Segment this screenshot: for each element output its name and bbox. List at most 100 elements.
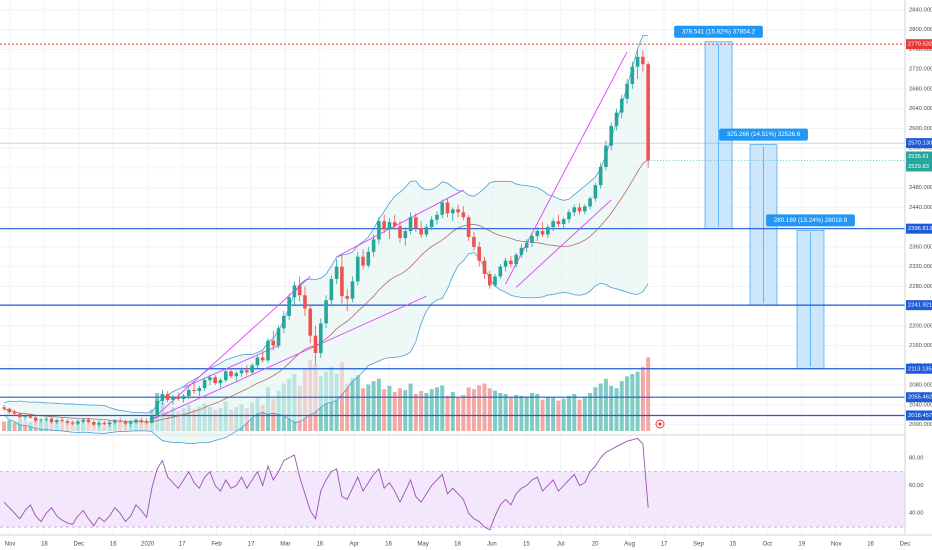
candle-body: [546, 227, 550, 235]
candle-body: [530, 235, 534, 243]
support-tag: 2055.462: [908, 395, 932, 401]
volume-bar: [23, 421, 28, 431]
volume-bar: [371, 381, 376, 431]
labels-layer: 2770.532 2570.130 2396.813 2241.921 2113.135…: [648, 39, 932, 429]
price-tick-label: 2160.000: [909, 343, 932, 349]
candle-body: [583, 206, 587, 212]
candle-body: [382, 221, 386, 230]
volume-bar: [392, 392, 397, 431]
measure-label-bg: [674, 25, 763, 38]
time-tick-label: 15: [523, 542, 530, 548]
volume-bar: [334, 374, 339, 431]
candle-body: [292, 285, 297, 298]
measure-label: 280.189 (13.24%) 28018.9: [774, 217, 848, 224]
candle-body: [540, 231, 545, 235]
support-tag-bg: [906, 392, 932, 403]
candles-layer: [2, 49, 650, 428]
volume-bar: [582, 396, 587, 431]
candle-body: [33, 417, 38, 421]
volume-bar: [477, 385, 482, 431]
volume-bar: [482, 383, 487, 431]
volume-bar: [498, 393, 503, 431]
measure-label-bg: [719, 128, 808, 141]
candle-body: [503, 260, 508, 267]
candle-body: [287, 297, 291, 316]
time-tick-label: Jul: [557, 542, 565, 548]
candle-body: [113, 420, 117, 423]
time-tick-label: 17: [661, 542, 668, 548]
volume-bar: [635, 371, 640, 431]
rsi-tick-label: 40.00: [909, 511, 924, 517]
time-tick-label: 19: [798, 542, 805, 548]
resistance-tag: 2770.532: [908, 42, 932, 48]
candle-body: [519, 247, 524, 255]
volume-bar: [339, 362, 344, 431]
volume-bar: [593, 387, 598, 431]
candle-body: [567, 212, 571, 220]
volume-bar: [260, 404, 265, 431]
candle-body: [366, 251, 371, 266]
time-tick-label: Mar: [280, 542, 290, 548]
trendline[interactable]: [151, 295, 427, 421]
volume-bar: [376, 378, 381, 431]
candle-body: [39, 419, 43, 421]
price-lines-layer[interactable]: [0, 43, 905, 417]
candle-body: [641, 56, 645, 65]
price-tick-label: 2080.000: [909, 383, 932, 389]
volume-bar: [471, 389, 476, 431]
candle-body: [313, 335, 318, 354]
volume-bar: [461, 394, 466, 431]
candle-body: [408, 217, 413, 232]
bollinger-layer: [3, 34, 649, 444]
candle-body: [614, 112, 619, 126]
volume-bar: [2, 421, 6, 431]
candle-body: [102, 423, 107, 425]
candle-body: [635, 56, 640, 67]
candle-body: [440, 202, 445, 215]
candle-body: [466, 217, 471, 237]
measure-layer[interactable]: 378.541 (15.82%) 37854.2 325.266 (14.51%)…: [674, 25, 855, 370]
candle-body: [213, 377, 217, 384]
candle-body: [403, 231, 408, 238]
candle-body: [197, 388, 202, 392]
candle-body: [139, 420, 144, 422]
volume-bar: [398, 388, 402, 431]
candle-body: [598, 166, 603, 186]
candle-body: [451, 209, 455, 214]
candle-body: [23, 416, 27, 418]
candle-body: [239, 370, 244, 374]
event-marker-icon[interactable]: [655, 419, 665, 429]
last-price-tag-bg: [906, 138, 932, 149]
candle-body: [556, 221, 561, 225]
time-tick-label: 18: [454, 542, 461, 548]
volume-bar: [493, 390, 498, 431]
volume-bar: [646, 357, 651, 431]
candle-body: [144, 421, 149, 423]
candle-body: [18, 413, 22, 418]
candle-body: [630, 66, 635, 84]
price-tick-label: 2200.000: [909, 323, 932, 329]
candle-body: [498, 266, 503, 277]
volume-bar: [503, 393, 508, 431]
current-price-tag-bg: [906, 161, 932, 172]
candle-body: [561, 219, 566, 225]
candle-body: [424, 227, 429, 235]
candle-body: [65, 421, 70, 423]
candle-body: [524, 242, 529, 248]
price-tick-label: 2840.000: [909, 7, 932, 13]
support-tag-bg: [906, 300, 932, 311]
candle-body: [414, 217, 418, 229]
candle-body: [588, 198, 592, 207]
candle-body: [445, 202, 450, 214]
support-tag: 2018.457: [908, 413, 932, 419]
volume-bar: [382, 389, 387, 431]
volume-bar: [609, 385, 614, 431]
candle-body: [176, 397, 181, 399]
time-tick-label: 15: [730, 542, 737, 548]
candle-body: [12, 412, 17, 414]
price-tick-label: 2800.000: [909, 27, 932, 33]
trendline[interactable]: [515, 199, 612, 288]
candle-body: [49, 418, 54, 423]
candle-body: [260, 357, 265, 361]
